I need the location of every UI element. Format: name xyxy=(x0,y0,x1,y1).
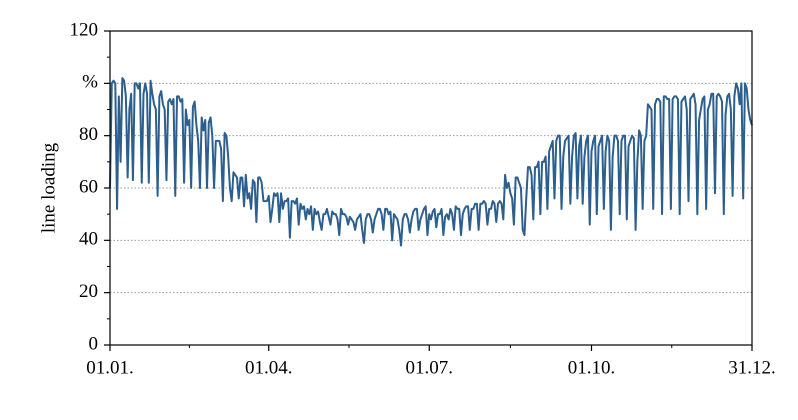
y-axis-label: line loading xyxy=(38,142,59,233)
x-tick-label: 01.07. xyxy=(405,357,453,378)
x-tick-label: 31.12. xyxy=(728,357,776,378)
y-tick-label: 20 xyxy=(79,281,98,302)
y-tick-label: 120 xyxy=(70,19,99,40)
data-line xyxy=(109,77,753,247)
y-tick-label: % xyxy=(82,72,98,93)
y-tick-label: 80 xyxy=(79,124,98,145)
x-tick-label: 01.04. xyxy=(245,357,293,378)
y-tick-label: 0 xyxy=(89,333,99,354)
y-tick-label: 60 xyxy=(79,176,98,197)
x-tick-label: 01.10. xyxy=(568,357,616,378)
plot-frame xyxy=(109,30,753,346)
x-tick-label: 01.01. xyxy=(86,357,134,378)
y-tick-label: 40 xyxy=(79,229,98,250)
